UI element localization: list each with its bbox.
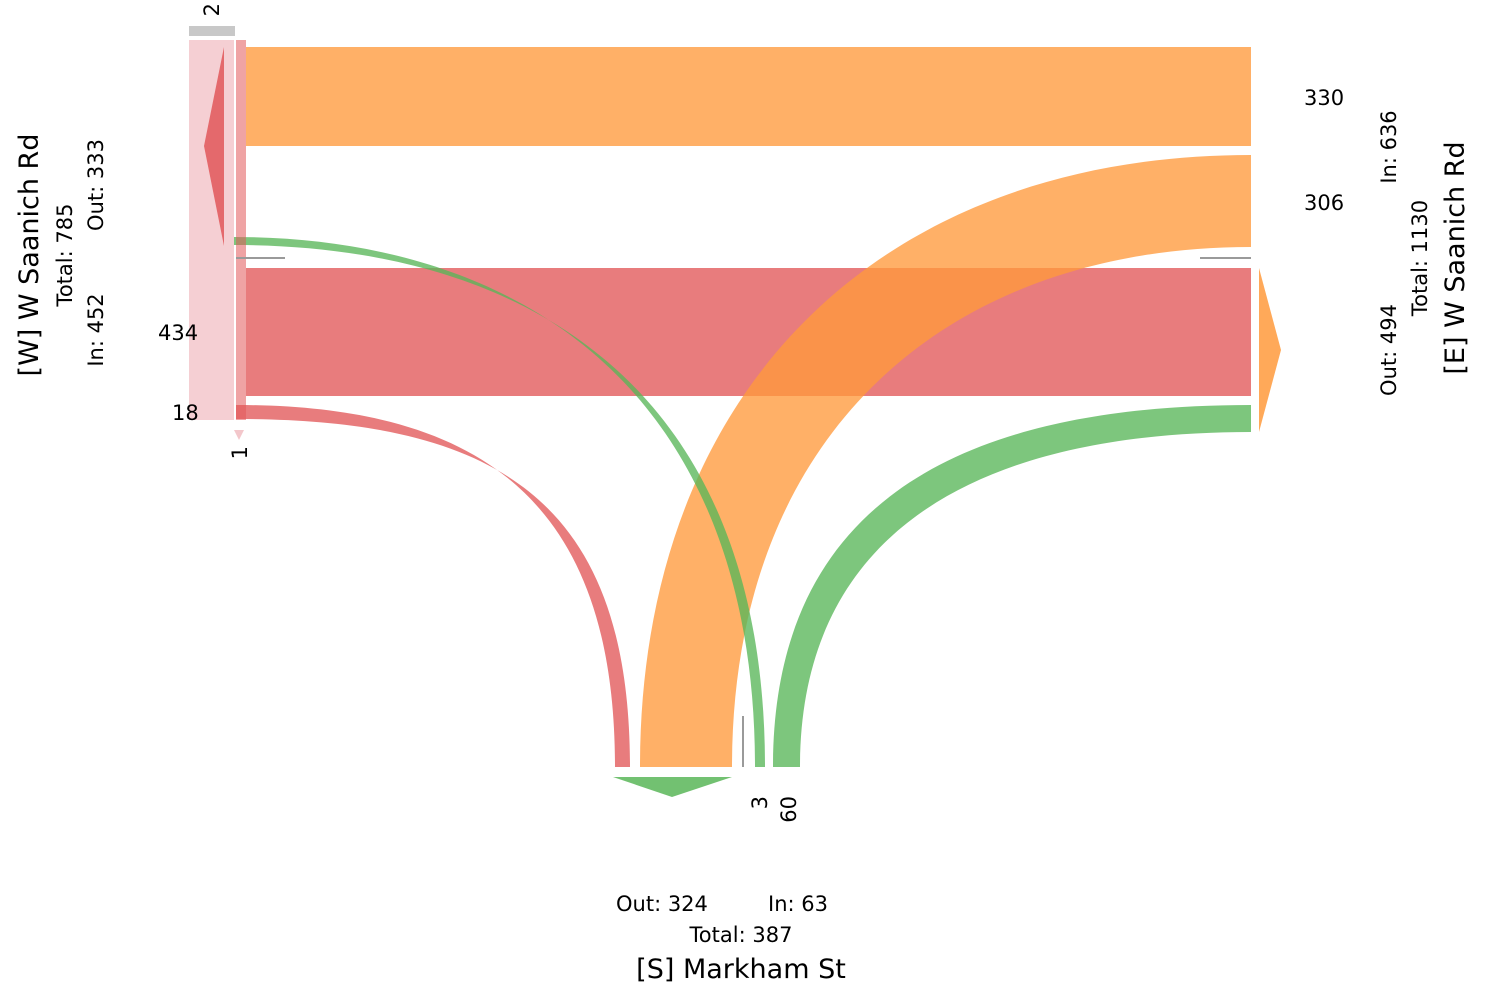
west-bottom-arrow <box>234 430 244 440</box>
west-in: In: 452 <box>84 293 108 366</box>
south-approach-title: [S] Markham St <box>636 954 846 985</box>
flow-west-to-east <box>246 268 1251 396</box>
flow-labels: 330 306 434 18 3 60 1 2 <box>158 3 1344 823</box>
west-total: Total: 785 <box>53 204 77 308</box>
label-south-to-west: 3 <box>748 796 772 809</box>
west-approach-title: [W] W Saanich Rd <box>14 134 45 377</box>
south-approach-labels: Out: 324 In: 63 Total: 387 [S] Markham S… <box>616 892 846 985</box>
label-unknown-to-west: 2 <box>200 3 224 16</box>
south-total: Total: 387 <box>689 923 793 947</box>
east-approach-labels: [E] W Saanich Rd Total: 1130 In: 636 Out… <box>1377 110 1471 396</box>
east-in: In: 636 <box>1377 110 1401 183</box>
flow-west-uturn <box>189 40 234 420</box>
label-west-to-east: 434 <box>158 321 198 345</box>
flow-unknown-to-west <box>236 40 246 420</box>
label-west-uturn: 1 <box>228 446 252 459</box>
label-west-to-south: 18 <box>172 401 199 425</box>
south-in: In: 63 <box>768 892 828 916</box>
flow-east-to-west <box>246 47 1251 146</box>
west-out-arrow <box>204 47 224 246</box>
south-out-arrow <box>613 777 732 797</box>
east-total: Total: 1130 <box>1408 200 1432 317</box>
flow-bands <box>189 40 1251 767</box>
east-approach-title: [E] W Saanich Rd <box>1440 141 1471 374</box>
flow-east-to-south <box>640 155 1251 767</box>
separator-marks <box>189 26 1251 767</box>
label-south-to-east: 60 <box>777 796 801 823</box>
east-out-arrow <box>1259 268 1281 432</box>
label-east-to-west: 330 <box>1304 86 1344 110</box>
direction-arrows <box>189 26 1281 797</box>
west-out: Out: 333 <box>84 139 108 231</box>
east-out: Out: 494 <box>1377 304 1401 396</box>
label-east-to-south: 306 <box>1304 191 1344 215</box>
west-top-marker <box>189 26 235 36</box>
flow-west-to-south <box>236 405 630 767</box>
west-approach-labels: [W] W Saanich Rd Total: 785 In: 452 Out:… <box>14 134 108 377</box>
flow-south-to-east <box>773 405 1251 767</box>
south-out: Out: 324 <box>616 892 708 916</box>
